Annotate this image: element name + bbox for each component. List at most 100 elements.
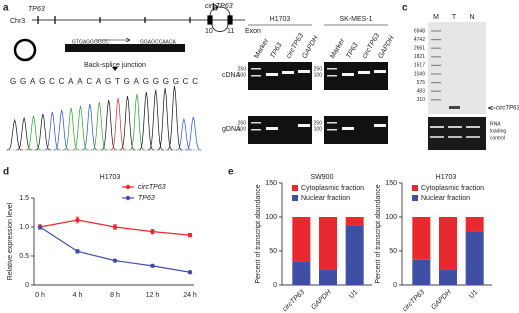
peak <box>175 117 192 151</box>
band <box>251 129 261 131</box>
bar-segment <box>412 259 431 285</box>
point <box>187 270 193 275</box>
arrowhead <box>112 67 118 71</box>
legend-label: Nuclear fraction <box>421 195 470 202</box>
peak <box>91 101 108 151</box>
point <box>150 263 155 269</box>
band <box>448 126 462 128</box>
band <box>431 73 441 75</box>
x-tick-label: GAPDH <box>430 288 453 311</box>
band <box>327 129 337 131</box>
peak <box>185 116 202 151</box>
cell-line: H1703 <box>270 16 291 23</box>
legend-swatch <box>292 185 298 191</box>
legend-swatch <box>412 195 418 201</box>
x-tick-label: 0 h <box>35 292 45 299</box>
x-tick-label: circTP63 <box>402 289 427 313</box>
arrow <box>487 105 496 111</box>
band <box>430 136 444 138</box>
splice-arc <box>209 6 231 17</box>
peak <box>147 89 164 151</box>
junction-bar <box>65 44 185 52</box>
band <box>251 75 261 77</box>
band <box>448 136 462 138</box>
chart-title: SW900 <box>311 174 334 181</box>
band <box>431 90 441 92</box>
legend-label: TP63 <box>138 195 155 202</box>
lane-label: N <box>469 14 474 21</box>
legend-swatch <box>412 185 418 191</box>
bar-segment <box>439 217 457 271</box>
chromosome-label: Chr3 <box>10 18 25 25</box>
bar-segment <box>319 270 337 285</box>
lane-label: M <box>433 14 439 21</box>
control-label: control <box>490 135 505 141</box>
legend-dot <box>125 195 131 201</box>
lane-label: TP63 <box>269 42 283 60</box>
sequence: GGAGCCAACAGTGAGGGGCC <box>10 77 198 86</box>
marker-size: 100 <box>238 72 247 78</box>
point <box>112 258 118 263</box>
control-label: loading <box>490 128 506 134</box>
band <box>266 73 278 76</box>
band <box>431 30 441 32</box>
legend-dot <box>125 184 131 190</box>
bar-segment <box>345 225 364 285</box>
legend-label: Cytoplasmic fraction <box>421 185 484 192</box>
band <box>266 127 278 130</box>
bar-segment <box>465 231 484 285</box>
bar-segment <box>292 217 311 262</box>
exon-number: 11 <box>227 28 234 35</box>
chart-title: H1703 <box>100 174 121 181</box>
x-tick-label: 12 h <box>146 292 160 299</box>
lane-label: Marker <box>253 37 270 60</box>
peak <box>119 95 136 151</box>
marker-size: 250 <box>238 120 247 126</box>
band <box>342 127 354 130</box>
peak <box>72 105 89 151</box>
bar-segment <box>412 217 431 260</box>
band <box>251 122 261 124</box>
point <box>75 249 80 254</box>
ladder-label: 1517 <box>414 63 425 69</box>
marker-size: 100 <box>314 72 323 78</box>
primer-seq: GGAGCCAACA <box>140 39 177 45</box>
peak <box>6 118 23 151</box>
ladder-label: 1049 <box>414 71 425 77</box>
legend-label: Nuclear fraction <box>301 195 350 202</box>
ladder-label: 4742 <box>414 37 425 43</box>
peak <box>44 111 61 151</box>
band <box>431 64 441 66</box>
splice-arc <box>211 23 229 32</box>
x-tick-label: circTP63 <box>282 289 307 313</box>
row-label: gDNA <box>222 126 241 133</box>
bar-segment <box>292 261 311 285</box>
exon-label: Exon <box>245 28 261 35</box>
band <box>431 39 441 41</box>
band <box>342 73 354 76</box>
band <box>374 124 386 127</box>
chromatogram <box>6 85 202 151</box>
y-tick-label: 50 <box>269 248 277 255</box>
peak <box>81 103 98 151</box>
peak <box>63 107 80 151</box>
y-tick-label: 1.5 <box>19 195 29 202</box>
lane-label: GAPDH <box>377 34 396 60</box>
panel-label: e <box>228 167 234 178</box>
primer-seq: GTGAGGGGCC <box>72 39 109 45</box>
y-tick-label: 0 <box>25 282 29 289</box>
y-tick-label: 150 <box>385 180 397 187</box>
lane-label: TP63 <box>345 42 359 60</box>
bar-segment <box>465 217 484 232</box>
marker-size: 100 <box>314 126 323 132</box>
peak <box>138 91 155 151</box>
point <box>150 229 155 234</box>
band <box>466 136 480 138</box>
y-tick-label: 0.5 <box>19 253 29 260</box>
x-tick-label: 24 h <box>183 292 197 299</box>
control-label: RNA <box>490 121 501 127</box>
panel-c: M T N 6948 4742 2661 1821 1517 1049 575 483 310 circ… <box>414 14 519 150</box>
peak <box>100 99 117 151</box>
peak <box>128 93 145 151</box>
